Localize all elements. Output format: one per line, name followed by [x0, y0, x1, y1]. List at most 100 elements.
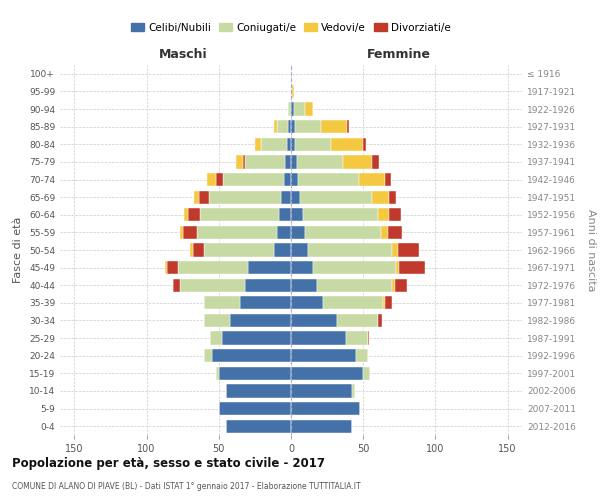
Bar: [368, 332, 369, 344]
Bar: [291, 226, 305, 239]
Bar: [291, 208, 302, 222]
Bar: [385, 173, 391, 186]
Bar: [178, 261, 248, 274]
Bar: [200, 208, 280, 222]
Bar: [274, 244, 291, 256]
Bar: [212, 349, 291, 362]
Bar: [205, 314, 230, 327]
Bar: [184, 208, 188, 222]
Bar: [244, 156, 245, 168]
Bar: [297, 156, 343, 168]
Bar: [291, 332, 346, 344]
Bar: [389, 208, 401, 222]
Bar: [302, 208, 377, 222]
Y-axis label: Fasce di età: Fasce di età: [13, 217, 23, 283]
Bar: [216, 173, 223, 186]
Bar: [166, 261, 167, 274]
Bar: [193, 244, 205, 256]
Bar: [363, 366, 370, 380]
Bar: [323, 296, 383, 310]
Bar: [197, 226, 277, 239]
Bar: [343, 156, 372, 168]
Bar: [207, 173, 216, 186]
Bar: [331, 138, 363, 151]
Text: Popolazione per età, sesso e stato civile - 2017: Popolazione per età, sesso e stato civil…: [12, 458, 325, 470]
Bar: [183, 226, 197, 239]
Bar: [222, 332, 291, 344]
Bar: [298, 173, 359, 186]
Bar: [392, 244, 398, 256]
Bar: [305, 102, 313, 116]
Bar: [287, 138, 291, 151]
Bar: [226, 420, 291, 433]
Bar: [173, 278, 180, 292]
Bar: [291, 420, 352, 433]
Text: COMUNE DI ALANO DI PIAVE (BL) - Dati ISTAT 1° gennaio 2017 - Elaborazione TUTTIT: COMUNE DI ALANO DI PIAVE (BL) - Dati IST…: [12, 482, 361, 491]
Bar: [291, 402, 360, 415]
Bar: [226, 384, 291, 398]
Bar: [245, 156, 285, 168]
Bar: [291, 244, 308, 256]
Text: Maschi: Maschi: [158, 48, 207, 61]
Bar: [346, 332, 368, 344]
Bar: [380, 226, 388, 239]
Bar: [291, 102, 294, 116]
Bar: [337, 314, 377, 327]
Bar: [291, 138, 295, 151]
Bar: [245, 278, 291, 292]
Bar: [291, 314, 337, 327]
Bar: [363, 138, 366, 151]
Bar: [308, 244, 392, 256]
Bar: [248, 261, 291, 274]
Bar: [216, 366, 219, 380]
Bar: [277, 120, 288, 134]
Bar: [291, 120, 295, 134]
Bar: [322, 120, 347, 134]
Bar: [284, 173, 291, 186]
Bar: [313, 261, 397, 274]
Bar: [352, 384, 355, 398]
Bar: [188, 208, 200, 222]
Bar: [347, 120, 349, 134]
Bar: [274, 120, 277, 134]
Bar: [317, 278, 392, 292]
Bar: [291, 261, 313, 274]
Bar: [205, 244, 274, 256]
Bar: [291, 173, 298, 186]
Bar: [292, 85, 294, 98]
Bar: [388, 226, 402, 239]
Bar: [219, 366, 291, 380]
Bar: [385, 296, 392, 310]
Bar: [291, 278, 317, 292]
Bar: [372, 156, 379, 168]
Bar: [255, 138, 260, 151]
Bar: [230, 314, 291, 327]
Bar: [291, 156, 297, 168]
Bar: [356, 349, 368, 362]
Bar: [291, 85, 292, 98]
Bar: [194, 190, 199, 204]
Bar: [395, 278, 407, 292]
Bar: [210, 332, 222, 344]
Bar: [295, 138, 331, 151]
Bar: [277, 226, 291, 239]
Bar: [295, 120, 322, 134]
Y-axis label: Anni di nascita: Anni di nascita: [586, 209, 596, 291]
Bar: [389, 190, 397, 204]
Bar: [291, 366, 363, 380]
Bar: [205, 296, 241, 310]
Bar: [359, 173, 385, 186]
Bar: [199, 190, 209, 204]
Bar: [180, 278, 245, 292]
Bar: [280, 208, 291, 222]
Bar: [219, 402, 291, 415]
Bar: [288, 120, 291, 134]
Bar: [377, 208, 389, 222]
Bar: [291, 296, 323, 310]
Bar: [372, 190, 389, 204]
Bar: [291, 349, 356, 362]
Bar: [383, 296, 385, 310]
Text: Femmine: Femmine: [367, 48, 431, 61]
Bar: [377, 314, 382, 327]
Bar: [260, 138, 287, 151]
